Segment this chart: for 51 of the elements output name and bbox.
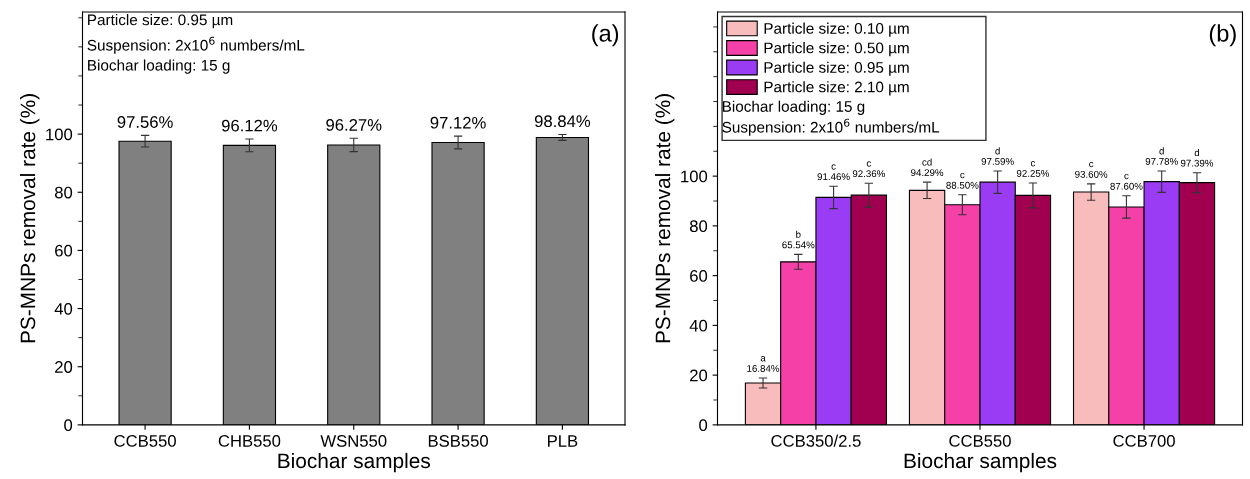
annotation: Suspension: 2x10$^{6}$ numbers/mL: [87, 36, 305, 54]
y-tick-label: 40: [689, 319, 708, 332]
y-axis-title: PS-MNPs removal rate (%): [20, 94, 40, 343]
y-axis-title: PS-MNPs removal rate (%): [655, 94, 675, 343]
data-label: 96.12%: [221, 119, 278, 132]
y-tick-label: 40: [54, 302, 73, 315]
x-axis-title: Biochar samples: [278, 452, 430, 473]
legend-label: Particle size: 0.50 µm: [764, 42, 909, 57]
annotation: Particle size: 0.95 µm: [88, 14, 233, 29]
annotation: Biochar loading: 15 g: [722, 100, 865, 115]
x-tick-label: CCB350/2.5: [771, 434, 861, 447]
data-label: c 88.50%: [946, 172, 979, 189]
x-tick-label: WSN550: [320, 435, 387, 447]
y-tick-label: 20: [690, 369, 708, 382]
data-label: a 16.84%: [747, 356, 780, 372]
data-label: c 92.36%: [852, 161, 885, 178]
data-label: 97.12%: [430, 116, 486, 129]
x-tick-label: CCB700: [1113, 435, 1175, 447]
data-label: 98.84%: [534, 115, 591, 128]
data-label: d 97.78%: [1145, 147, 1178, 165]
x-tick-label: PLB: [548, 435, 578, 447]
data-label: c 92.25%: [1016, 161, 1050, 177]
data-label: c 93.60%: [1075, 161, 1108, 178]
data-label: d 97.39%: [1180, 148, 1214, 167]
annotation: (a): [592, 24, 619, 47]
y-tick-label: 60: [55, 244, 73, 257]
annotation: (b): [1209, 24, 1236, 47]
y-tick-label: 0: [64, 419, 73, 432]
legend-label: Particle size: 0.10 µm: [764, 22, 909, 37]
y-tick-label: 60: [690, 270, 708, 282]
x-tick-label: CCB550: [114, 435, 176, 447]
data-label: 97.56%: [117, 116, 173, 128]
y-tick-label: 100: [681, 170, 708, 183]
data-label: c 87.60%: [1110, 173, 1143, 190]
data-label: b 65.54%: [782, 230, 815, 249]
y-tick-label: 80: [54, 186, 73, 199]
data-label: 96.27%: [326, 118, 382, 131]
data-label: cd 94.29%: [911, 158, 944, 177]
x-tick-label: BSB550: [428, 435, 488, 447]
data-label: d 97.59%: [981, 147, 1014, 165]
y-tick-label: 100: [46, 128, 73, 141]
x-tick-label: CHB550: [218, 435, 281, 447]
legend-label: Particle size: 2.10 µm: [764, 81, 909, 96]
y-tick-label: 20: [55, 361, 73, 373]
y-tick-label: 0: [699, 419, 708, 432]
x-tick-label: CCB550: [949, 435, 1011, 447]
data-label: c 91.46%: [817, 164, 850, 181]
legend-label: Particle size: 0.95 µm: [764, 61, 909, 76]
annotation: Biochar loading: 15 g: [88, 59, 230, 74]
x-axis-title: Biochar samples: [904, 452, 1057, 473]
y-tick-label: 80: [689, 220, 708, 233]
